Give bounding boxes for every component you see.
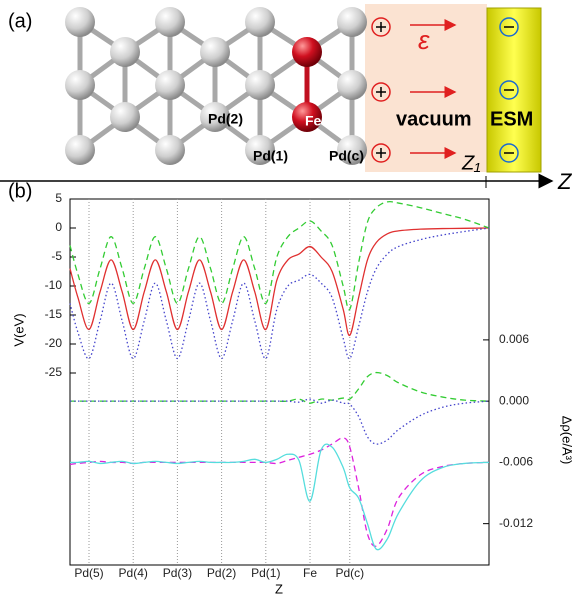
series-line [69,227,490,360]
y2-tick-label: -0.006 [499,455,533,469]
atom [245,7,275,37]
atom-label: Pd(2) [208,111,243,127]
panel-b: (b) Z V(eV) Δρ(e/Å³) Pd(5) Pd(4) Pd(3) Pd(2… [8,180,572,596]
atom [110,102,140,132]
atom [200,37,230,67]
y-tick-label: -25 [45,365,63,379]
atom [65,135,95,165]
y-tick-label: -5 [51,249,62,263]
panel-label: (a) [8,10,32,32]
atom-label: Fe [305,113,322,129]
x-tick-label: Pd(3) [163,566,192,580]
y-tick-label: -20 [45,336,63,350]
y2-tick-label: 0.000 [499,393,529,407]
atom [337,7,367,37]
vacuum-label: vacuum [396,108,472,130]
vacuum-region [365,4,487,172]
y-tick-label: -10 [45,278,63,292]
y-tick-label: 5 [55,191,62,205]
x-axis-label: Z [275,581,283,596]
x-tick-label: Fe [303,566,317,580]
series-line [69,371,490,404]
x-tick-label: Pd(1) [251,566,280,580]
atom [155,7,185,37]
series-line [69,227,490,336]
atom [337,70,367,100]
x-tick-label: Pd(2) [207,566,236,580]
y-tick-label: -15 [45,307,63,321]
atom [155,70,185,100]
atom [337,135,367,165]
atom [292,102,322,132]
lattice [65,7,367,165]
series-line [69,443,490,551]
y-tick-label: 0 [55,220,62,234]
y2-axis-label: Δρ(e/Å³) [560,416,572,465]
esm-label: ESM [490,108,533,130]
charges [371,17,519,163]
atom-label: Pd(1) [253,148,288,164]
atom [245,70,275,100]
series-line [69,398,490,445]
plot-frame [69,198,490,566]
atom-label: Pd(c) [329,148,364,164]
x-tick-label: Pd(4) [119,566,148,580]
panel-label: (b) [8,180,32,202]
atom [65,70,95,100]
y2-tick-label: -0.012 [499,516,533,530]
y2-tick-label: 0.006 [499,332,529,346]
atom [245,135,275,165]
x-tick-label: Pd(5) [74,566,103,580]
atom [292,37,322,67]
x-tick-label: Pd(c) [335,566,364,580]
atom [155,135,185,165]
atom [65,7,95,37]
field-label: ε [418,25,430,55]
atom [200,102,230,132]
y-axis-label: V(eV) [11,313,26,346]
atom [110,37,140,67]
panel-a: (a) Pd(2) Fe Pd(1) Pd(c) vacuum ESM ε Z₁… [0,4,572,194]
z-label: Z [557,169,572,194]
series-line [69,200,490,311]
z1-label: Z₁ [461,152,481,174]
